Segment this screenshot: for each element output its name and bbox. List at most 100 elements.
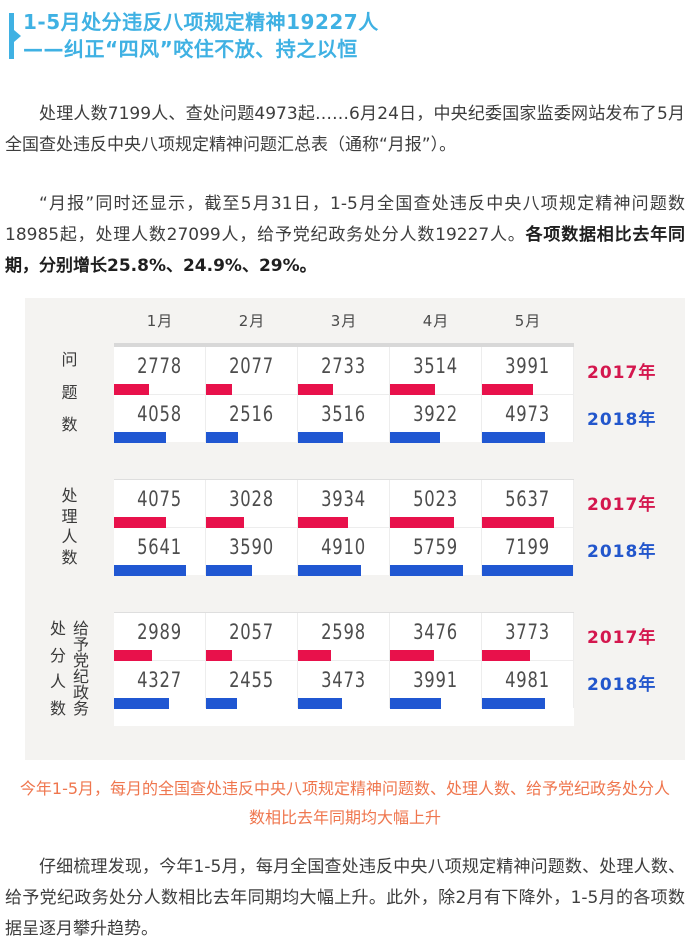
paragraph-analysis: 仔细梳理发现，今年1-5月，每月全国查处违反中央八项规定精神问题数、处理人数、给… [5, 857, 685, 939]
chart-cell: 2733 [298, 347, 390, 395]
chart-value: 5637 [505, 487, 550, 511]
chart-cell: 3934 [298, 480, 390, 528]
chart-cell: 3514 [390, 347, 482, 395]
chart-group-label-char: 处 [61, 486, 78, 505]
chart-bar-blue [482, 432, 546, 443]
chart-value: 5641 [137, 535, 182, 559]
chart-cell: 7199 [482, 528, 574, 576]
chart-row-2018年: 4058 2516 3516 3922 4973 [114, 395, 574, 443]
article-title-line1: 1-5月处分违反八项规定精神19227人 [23, 10, 379, 34]
chart-value: 3922 [413, 402, 458, 426]
article-header: 1-5月处分违反八项规定精神19227人 ——纠正“四风”咬住不放、持之以恒 [0, 0, 690, 63]
paragraph-summary-bold: 各项数据相比去年同期，分别增长25.8%、24.9%、29%。 [5, 225, 685, 276]
chart-group-label-char: 数 [61, 547, 78, 567]
chart-bar-red [298, 517, 349, 528]
chart-cell: 2077 [206, 347, 298, 395]
chart-group: 处理人数 4075 3028 3934 5023 5637 5641 3590 4910 5759… [25, 479, 685, 576]
chart-cell: 3516 [298, 395, 390, 443]
paragraph-summary: “月报”同时还显示，截至5月31日，1-5月全国查处违反中央八项规定精神问题数1… [0, 189, 690, 282]
article-title: 1-5月处分违反八项规定精神19227人 ——纠正“四风”咬住不放、持之以恒 [23, 9, 379, 63]
chart-cell: 4327 [114, 661, 206, 709]
chart-bar-red [482, 650, 531, 661]
year-label-red: 2017年 [587, 363, 657, 383]
chart-group-label-column: 给予党纪政务 [73, 621, 89, 717]
chart-cell: 4910 [298, 528, 390, 576]
chart-cell: 2778 [114, 347, 206, 395]
chart-value: 5023 [413, 487, 458, 511]
chart-value: 3991 [505, 354, 550, 378]
chart-value: 2516 [229, 402, 274, 426]
chart-group-label-char: 数 [49, 698, 66, 718]
chart-value: 4075 [137, 487, 182, 511]
chart-year-legend: 2017年 2018年 [574, 479, 656, 575]
chart-cell: 3991 [482, 347, 574, 395]
chart-row-2017年: 2778 2077 2733 3514 3991 [114, 347, 574, 395]
chart-value: 4973 [505, 402, 550, 426]
chart-cell: 2057 [206, 613, 298, 661]
month-label: 4月 [422, 312, 450, 330]
chart-value: 2598 [321, 620, 366, 644]
year-label-red: 2017年 [587, 495, 657, 515]
title-accent-bar [9, 13, 21, 59]
chart-value: 3514 [413, 354, 458, 378]
chart-group-label-char: 数 [61, 415, 78, 434]
chart-value: 2778 [137, 354, 182, 378]
chart-value: 2989 [137, 620, 182, 644]
chart-value: 3516 [321, 402, 366, 426]
paragraph-summary-text: “月报”同时还显示，截至5月31日，1-5月全国查处违反中央八项规定精神问题数1… [5, 194, 685, 245]
year-label-blue: 2018年 [587, 675, 657, 695]
chart-group-label: 处分人数给予党纪政务 [25, 612, 114, 726]
chart-bar-blue [114, 698, 170, 709]
chart-value: 3934 [321, 487, 366, 511]
chart-bar-red [298, 650, 332, 661]
chart-bar-blue [390, 565, 464, 576]
chart-group-label-char: 理 [61, 506, 78, 526]
chart-bar-red [482, 384, 533, 395]
month-label: 5月 [514, 312, 542, 330]
chart-group-label-column: 处分人数 [50, 621, 66, 717]
chart-group-label-char: 处 [49, 619, 66, 638]
chart-value: 3473 [321, 668, 366, 692]
chart-group-label-char: 分 [49, 645, 66, 665]
chart-cell: 4981 [482, 661, 574, 709]
chart-row-2017年: 4075 3028 3934 5023 5637 [114, 480, 574, 528]
chart-bar-red [114, 517, 166, 528]
chart-cell: 5637 [482, 480, 574, 528]
chart-bar-red [390, 650, 435, 661]
chart-month-header: 1月 2月 3月 4月 5月 [25, 298, 685, 343]
chart-cell: 3773 [482, 613, 574, 661]
chart-cell: 5023 [390, 480, 482, 528]
chart-bar-blue [298, 698, 343, 709]
chart-cell: 2598 [298, 613, 390, 661]
year-label-blue: 2018年 [587, 410, 657, 430]
chart-year-legend: 2017年 2018年 [574, 343, 656, 442]
chart-bar-red [206, 384, 233, 395]
article-title-line2: ——纠正“四风”咬住不放、持之以恒 [23, 37, 358, 61]
chart-cell: 4973 [482, 395, 574, 443]
chart-value: 2455 [229, 668, 274, 692]
chart-bar-red [206, 517, 245, 528]
chart-cell: 5759 [390, 528, 482, 576]
chart-cell: 3473 [298, 661, 390, 709]
chart-value: 4981 [505, 668, 550, 692]
chart-group-label-char: 人 [49, 672, 66, 692]
chart-row-2018年: 4327 2455 3473 3991 4981 [114, 661, 574, 709]
month-label: 2月 [238, 312, 266, 330]
chart-cell: 2516 [206, 395, 298, 443]
chart-groups: 问题数 2778 2077 2733 3514 3991 4058 2516 3516 3922 4… [25, 343, 685, 726]
chart-value: 3028 [229, 487, 274, 511]
chart-cell: 2455 [206, 661, 298, 709]
year-label-blue: 2018年 [587, 542, 657, 562]
chart-cell: 5641 [114, 528, 206, 576]
chart-cell: 3476 [390, 613, 482, 661]
chart-group-label: 问题数 [25, 343, 114, 442]
chart-group-label-char: 政 [73, 683, 90, 702]
chart-cell: 3922 [390, 395, 482, 443]
chart-value: 3590 [229, 535, 274, 559]
chart-bar-red [114, 650, 153, 661]
chart-group-label-char: 给 [73, 619, 90, 638]
chart-group-label-column: 处理人数 [61, 488, 77, 566]
chart-group-label-char: 题 [61, 382, 78, 402]
chart-value: 3476 [413, 620, 458, 644]
monthly-stats-chart: 1月 2月 3月 4月 5月 问题数 2778 2077 2733 3514 3991 4058 25… [25, 298, 685, 760]
